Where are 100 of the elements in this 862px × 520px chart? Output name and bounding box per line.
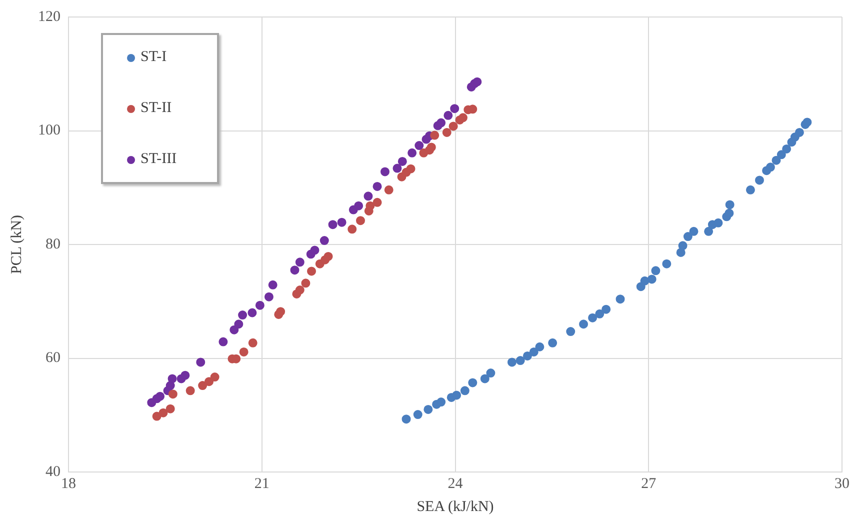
point [754,176,764,185]
point [239,347,248,356]
point [507,358,516,367]
point [714,218,723,228]
point [372,198,382,207]
point [414,141,424,150]
y-tick-label: 40 [46,464,60,480]
legend-label: ST-II [140,100,172,117]
point [398,156,407,166]
point [522,351,532,360]
point [210,372,220,382]
point [307,266,316,276]
point [380,167,390,176]
point [348,224,357,234]
point [766,162,775,172]
point [337,218,346,227]
point [248,338,258,348]
point [794,128,804,137]
point [255,300,264,310]
point [196,358,206,367]
point [264,292,274,302]
point [424,404,433,414]
point [238,310,248,320]
point [472,77,482,86]
point [704,226,714,236]
point [248,308,257,318]
point [354,201,364,210]
point [647,274,656,284]
point [782,144,792,154]
x-tick-label: 24 [448,476,464,492]
point [426,142,436,152]
point [442,128,452,137]
y-tick-label: 120 [38,8,60,25]
point [366,201,375,210]
point [234,320,244,329]
point [566,327,576,336]
point [328,220,338,230]
point [689,226,698,236]
point [276,307,286,316]
point [268,280,278,290]
point [468,378,478,388]
point [180,370,190,380]
point [651,266,660,276]
point [595,309,604,318]
point [364,192,373,201]
point [430,130,440,140]
point [450,104,460,114]
x-axis-title: SEA (kJ/kN) [416,498,494,515]
point [320,236,329,246]
y-tick-label: 60 [46,350,60,366]
point [310,246,320,255]
point [640,276,650,286]
point [444,110,453,120]
x-tick-label: 21 [254,476,270,492]
point [772,156,781,165]
point [198,381,208,390]
point [158,408,168,418]
point [602,304,611,314]
point [295,286,304,294]
point [356,216,365,226]
point [295,258,304,267]
point [486,368,496,378]
point [725,200,734,210]
point [436,398,446,407]
point [579,320,588,329]
point [372,182,382,191]
y-tick-label: 100 [38,122,60,139]
point [529,347,538,356]
point [548,338,558,348]
point [152,412,162,421]
point [683,232,692,242]
point [156,392,165,401]
point [406,164,416,174]
point [448,122,458,131]
point [458,113,468,122]
point [436,118,446,128]
point [168,374,177,384]
point [301,278,310,288]
point [392,164,402,173]
point [452,390,462,400]
point [616,294,625,304]
point [166,404,175,414]
point [290,266,300,275]
point [186,386,195,396]
x-tick-label: 18 [61,476,76,492]
legend-label: ST-III [140,151,177,168]
point [402,414,411,424]
point [324,252,333,261]
point [516,356,525,366]
point [662,259,672,268]
point [384,185,394,194]
point [480,374,490,384]
legend-label: ST-I [140,49,167,66]
point [678,241,688,250]
point [588,313,598,322]
point [204,377,214,386]
point [724,208,734,218]
point [535,342,544,352]
y-axis-title: PCL (kN) [8,214,25,274]
point [413,410,422,420]
